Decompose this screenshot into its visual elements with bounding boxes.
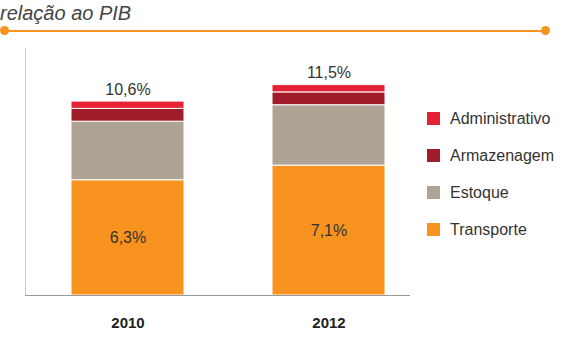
svg-text:2010: 2010 bbox=[111, 314, 144, 331]
html-text:Administrativo: Administrativo bbox=[450, 109, 551, 127]
svg-text:11,5%: 11,5% bbox=[307, 64, 351, 81]
svg-text:2012: 2012 bbox=[312, 314, 345, 331]
html-text:Armazenagem: Armazenagem bbox=[450, 146, 554, 164]
svg-text:10,6%: 10,6% bbox=[105, 81, 150, 98]
svg-text:6,3%: 6,3% bbox=[110, 229, 146, 246]
svg-text:7,1%: 7,1% bbox=[311, 222, 347, 239]
html-text:Estoque: Estoque bbox=[450, 183, 509, 201]
html-text:relação ao PIB: relação ao PIB bbox=[0, 2, 132, 24]
html-text:Transporte: Transporte bbox=[450, 220, 527, 238]
